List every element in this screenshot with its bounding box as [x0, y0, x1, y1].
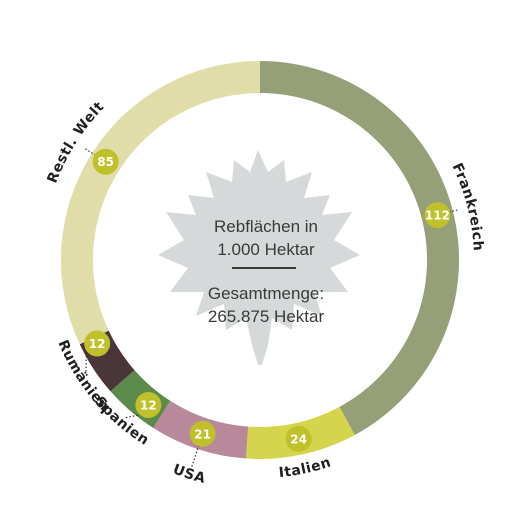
value-badge-circle — [92, 148, 119, 175]
center-total-line1: Gesamtmenge: — [208, 284, 324, 303]
value-badge-italien: 24 — [285, 425, 312, 452]
value-badge-text: 21 — [194, 427, 211, 441]
value-badge-text: 85 — [97, 155, 114, 169]
value-badge-restl-welt: 85 — [92, 148, 119, 175]
center-title-line1: Rebflächen in — [214, 217, 318, 236]
value-badge-rum-nien: 12 — [84, 330, 111, 357]
leader-line-frankreich — [448, 209, 458, 213]
value-badge-text: 12 — [89, 337, 106, 351]
value-badge-circle — [424, 202, 451, 229]
value-badge-circle — [135, 391, 162, 418]
center-title-line2: 1.000 Hektar — [217, 240, 315, 259]
value-badge-circle — [285, 425, 312, 452]
segment-label-italien: Italien — [278, 454, 333, 481]
value-badges: 112 24 21 12 12 85 — [84, 148, 451, 452]
value-badge-text: 112 — [425, 209, 450, 223]
leader-lines — [84, 147, 458, 470]
value-badge-circle — [189, 420, 216, 447]
value-badge-usa: 21 — [189, 420, 216, 447]
value-badge-text: 12 — [140, 398, 157, 412]
value-badge-spanien: 12 — [135, 391, 162, 418]
center-total-line2: 265.875 Hektar — [208, 307, 325, 326]
vine-leaf-shape — [158, 150, 360, 365]
value-badge-circle — [84, 330, 111, 357]
center-text-block: Rebflächen in 1.000 Hektar Gesamtmenge: … — [208, 217, 325, 326]
vine-leaf-icon — [158, 150, 360, 365]
leader-line-usa — [190, 444, 200, 470]
value-badge-text: 24 — [290, 432, 307, 446]
value-badge-frankreich: 112 — [424, 202, 451, 229]
segment-frankreich — [260, 61, 460, 436]
leader-line-spanien — [124, 413, 142, 419]
segment-label-usa: USA — [171, 461, 208, 487]
segment-restl-welt — [60, 61, 260, 345]
leader-line-restl-welt — [84, 147, 96, 156]
leader-line-rum-nien — [85, 348, 88, 374]
